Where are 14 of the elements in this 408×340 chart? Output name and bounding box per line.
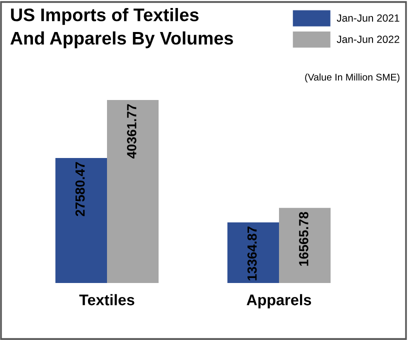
chart-title: US Imports of Textiles And Apparels By Volumes — [10, 8, 233, 48]
data-label: 13364.87 — [247, 226, 257, 280]
x-tick-label: Apparels — [246, 294, 312, 308]
legend-label: Jan-Jun 2021 — [336, 14, 400, 22]
text: (Value In Million SME) — [305, 73, 400, 83]
bar — [107, 100, 159, 283]
bar — [279, 208, 331, 283]
data-label: 40361.77 — [127, 104, 136, 158]
data-label: 16565.78 — [299, 212, 308, 266]
legend-label: Jan-Jun 2022 — [336, 36, 400, 44]
bar — [227, 222, 279, 283]
bar — [55, 158, 107, 283]
data-label: 27580.47 — [75, 162, 85, 216]
x-tick-label: Textiles — [79, 294, 134, 306]
